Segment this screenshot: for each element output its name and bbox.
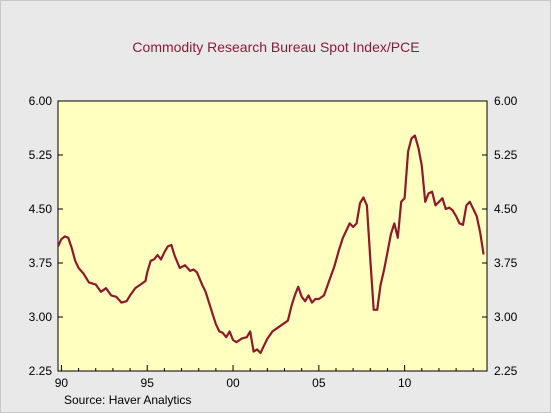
x-tick-label: 05: [312, 376, 326, 390]
x-tick-label: 10: [398, 376, 412, 390]
y-tick-label-right: 3.75: [494, 256, 518, 270]
y-tick-label-right: 6.00: [494, 94, 518, 108]
y-tick-label-left: 4.50: [29, 202, 53, 216]
y-tick-label-left: 6.00: [29, 94, 53, 108]
plot-area: [57, 100, 488, 372]
x-tick-label: 95: [141, 376, 155, 390]
x-tick-label: 90: [55, 376, 69, 390]
source-note: Source: Haver Analytics: [64, 393, 191, 407]
series-line: [57, 134, 485, 355]
y-tick-label-left: 2.25: [29, 364, 53, 378]
y-tick-label-left: 5.25: [29, 148, 53, 162]
chart-title: Commodity Research Bureau Spot Index/PCE: [132, 39, 419, 55]
y-tick-label-left: 3.00: [29, 310, 53, 324]
y-tick-label-right: 2.25: [494, 364, 518, 378]
y-tick-label-right: 5.25: [494, 148, 518, 162]
x-tick-label: 00: [226, 376, 240, 390]
y-tick-label-right: 3.00: [494, 310, 518, 324]
y-tick-label-left: 3.75: [29, 256, 53, 270]
y-tick-label-right: 4.50: [494, 202, 518, 216]
